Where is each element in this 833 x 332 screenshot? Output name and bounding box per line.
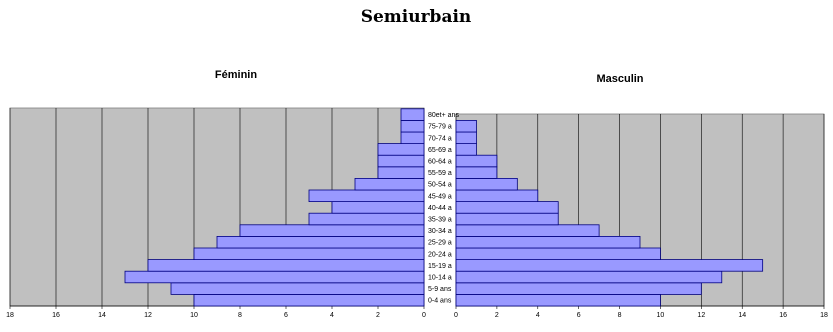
age-group-label: 40-44 a <box>428 205 452 212</box>
bar <box>308 189 425 203</box>
bar <box>455 282 702 295</box>
bar <box>455 120 477 133</box>
bar <box>455 154 498 168</box>
x-tick-label: 14 <box>738 312 746 319</box>
age-group-label: 30-34 a <box>428 228 452 235</box>
female-panel-title: Féminin <box>215 69 257 81</box>
male-panel-title: Masculin <box>596 73 643 85</box>
bar <box>455 259 764 272</box>
x-tick-label: 4 <box>536 312 540 319</box>
bar <box>193 293 425 307</box>
bar <box>455 201 559 214</box>
x-tick-label: 12 <box>697 312 705 319</box>
age-group-label: 45-49 a <box>428 193 452 200</box>
x-tick-label: 8 <box>238 312 242 319</box>
bar <box>377 166 425 179</box>
x-tick-label: 10 <box>190 312 198 319</box>
bar <box>377 154 425 168</box>
bar <box>124 270 425 284</box>
x-tick-label: 14 <box>98 312 106 319</box>
x-tick-label: 10 <box>657 312 665 319</box>
x-tick-label: 12 <box>144 312 152 319</box>
x-tick-label: 4 <box>330 312 334 319</box>
x-tick-label: 18 <box>6 312 14 319</box>
x-tick-label: 6 <box>577 312 581 319</box>
bar <box>455 270 723 284</box>
bar <box>239 224 425 237</box>
x-tick-label: 18 <box>820 312 828 319</box>
bar <box>455 212 559 226</box>
bar <box>377 143 425 156</box>
age-group-labels: 0-4 ans 5-9 ans 10-14 a 15-19 a 20-24 a 25-29… <box>428 112 459 305</box>
age-group-label: 70-74 a <box>428 135 452 142</box>
bar <box>455 189 539 203</box>
x-tick-label: 16 <box>779 312 787 319</box>
bar <box>193 247 425 261</box>
x-tick-label: 16 <box>52 312 60 319</box>
female-panel: 0 2 4 6 8 10 12 14 16 18 <box>6 107 426 319</box>
bar <box>331 201 425 214</box>
chart-title: Semiurbain <box>361 7 472 27</box>
x-tick-label: 0 <box>454 312 458 319</box>
bar <box>455 235 641 249</box>
bar <box>400 120 425 133</box>
bar <box>400 108 425 121</box>
x-tick-label: 2 <box>495 312 499 319</box>
x-tick-label: 8 <box>618 312 622 319</box>
bar <box>455 143 477 156</box>
bar <box>455 224 600 237</box>
age-group-label: 50-54 a <box>428 182 452 189</box>
age-group-label: 55-59 a <box>428 170 452 177</box>
bar <box>455 293 661 307</box>
bar <box>216 235 425 249</box>
age-group-label: 65-69 a <box>428 147 452 154</box>
x-tick-label: 2 <box>376 312 380 319</box>
age-group-label: 35-39 a <box>428 217 452 224</box>
x-tick-label: 6 <box>284 312 288 319</box>
age-group-label: 75-79 a <box>428 124 452 131</box>
age-group-label: 25-29 a <box>428 240 452 247</box>
bar <box>455 247 661 261</box>
male-panel: 0 2 4 6 8 10 12 14 16 18 <box>454 113 828 319</box>
bar <box>147 259 425 272</box>
age-group-label: 20-24 a <box>428 251 452 258</box>
bar <box>354 177 425 191</box>
bar <box>400 131 425 145</box>
age-group-label: 60-64 a <box>428 159 452 166</box>
bar <box>455 131 477 145</box>
age-group-label: 15-19 a <box>428 263 452 270</box>
bar <box>455 177 518 191</box>
bar <box>170 282 425 295</box>
bar <box>308 212 425 226</box>
age-group-label: 80et+ ans <box>428 112 459 119</box>
x-tick-label: 0 <box>422 312 426 319</box>
age-group-label: 0-4 ans <box>428 298 452 305</box>
bar <box>455 166 498 179</box>
age-group-label: 10-14 a <box>428 275 452 282</box>
age-group-label: 5-9 ans <box>428 286 452 293</box>
